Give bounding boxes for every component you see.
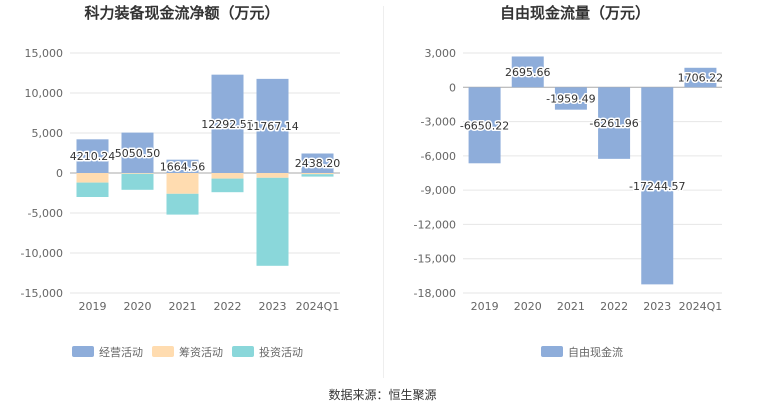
left-bar bbox=[76, 182, 109, 197]
right-data-label: -17244.57 bbox=[629, 180, 685, 193]
right-legend-swatch bbox=[541, 346, 563, 357]
left-bar bbox=[211, 173, 244, 179]
left-data-label: 12292.55 bbox=[201, 118, 254, 131]
left-bar bbox=[166, 193, 199, 215]
left-data-label: 2438.20 bbox=[295, 157, 341, 170]
left-bar bbox=[76, 173, 109, 183]
right-bar bbox=[468, 87, 501, 164]
right-bar bbox=[641, 87, 674, 285]
right-x-tick-label: 2022 bbox=[600, 300, 628, 313]
right-x-tick-label: 2020 bbox=[514, 300, 542, 313]
right-x-tick-label: 2019 bbox=[471, 300, 499, 313]
right-y-tick-label: -9,000 bbox=[421, 184, 456, 197]
left-y-tick-label: -5,000 bbox=[28, 207, 63, 220]
left-bar bbox=[211, 74, 244, 173]
left-y-tick-label: -15,000 bbox=[21, 287, 63, 300]
left-legend-swatch bbox=[152, 346, 174, 357]
right-y-tick-label: -18,000 bbox=[414, 287, 456, 300]
left-x-tick-label: 2022 bbox=[214, 300, 242, 313]
data-source: 数据来源：恒生聚源 bbox=[328, 388, 437, 402]
right-data-label: 1706.22 bbox=[678, 72, 724, 85]
left-x-tick-label: 2023 bbox=[259, 300, 287, 313]
left-x-tick-label: 2024Q1 bbox=[296, 300, 340, 313]
left-legend-label: 经营活动 bbox=[99, 345, 143, 359]
right-bar bbox=[598, 87, 631, 159]
right-x-tick-label: 2021 bbox=[557, 300, 585, 313]
left-bar bbox=[301, 173, 334, 175]
left-bar bbox=[256, 78, 289, 173]
left-x-tick-label: 2021 bbox=[169, 300, 197, 313]
left-bar bbox=[76, 139, 109, 173]
left-y-tick-label: 5,000 bbox=[32, 127, 64, 140]
right-data-label: -1959.49 bbox=[546, 92, 595, 105]
left-x-tick-label: 2020 bbox=[124, 300, 152, 313]
left-data-label: 11767.14 bbox=[246, 120, 299, 133]
left-x-tick-label: 2019 bbox=[79, 300, 107, 313]
left-bar bbox=[121, 132, 154, 173]
right-bar bbox=[511, 56, 544, 88]
left-bar bbox=[256, 177, 289, 266]
left-bar bbox=[301, 174, 334, 177]
left-data-label: 1664.56 bbox=[160, 160, 206, 173]
left-y-tick-label: 10,000 bbox=[25, 87, 64, 100]
right-bar bbox=[684, 67, 717, 88]
right-x-tick-label: 2024Q1 bbox=[679, 300, 723, 313]
left-bar bbox=[166, 159, 199, 173]
right-y-tick-label: -3,000 bbox=[421, 116, 456, 129]
right-data-label: -6261.96 bbox=[589, 117, 638, 130]
left-y-tick-label: 0 bbox=[56, 167, 63, 180]
right-y-tick-label: 3,000 bbox=[425, 47, 457, 60]
left-legend-label: 投资活动 bbox=[259, 345, 303, 359]
panel-divider bbox=[383, 6, 384, 378]
right-legend-label: 自由现金流 bbox=[568, 345, 623, 359]
right-y-tick-label: -15,000 bbox=[414, 253, 456, 266]
left-bar bbox=[121, 173, 154, 174]
left-bar bbox=[256, 173, 289, 178]
left-legend-swatch bbox=[72, 346, 94, 357]
left-chart: 科力装备现金流净额（万元） 15,000 10,000 5,000 0 -5,000 -10… bbox=[21, 4, 342, 359]
left-chart-title: 科力装备现金流净额（万元） bbox=[84, 4, 279, 22]
left-y-tick-label: -10,000 bbox=[21, 247, 63, 260]
left-bar bbox=[166, 173, 199, 194]
right-bar bbox=[554, 87, 587, 110]
left-bar bbox=[211, 178, 244, 193]
left-legend-swatch bbox=[232, 346, 254, 357]
right-data-label: -6650.22 bbox=[460, 119, 509, 132]
left-bar bbox=[121, 173, 154, 190]
right-chart-title: 自由现金流量（万元） bbox=[500, 4, 650, 22]
left-data-label: 4210.24 bbox=[70, 150, 116, 163]
right-x-tick-label: 2023 bbox=[643, 300, 671, 313]
right-y-tick-label: 0 bbox=[449, 81, 456, 94]
right-y-tick-label: -6,000 bbox=[421, 150, 456, 163]
right-data-label: 2695.66 bbox=[505, 66, 551, 79]
left-legend-label: 筹资活动 bbox=[179, 345, 223, 359]
left-y-tick-label: 15,000 bbox=[25, 47, 64, 60]
left-bar bbox=[301, 153, 334, 173]
right-y-tick-label: -12,000 bbox=[414, 218, 456, 231]
right-chart: 自由现金流量（万元） 3,000 0 -3,000 -6,000 -9,000 -12,00… bbox=[414, 4, 725, 359]
left-data-label: 5050.50 bbox=[115, 147, 161, 160]
